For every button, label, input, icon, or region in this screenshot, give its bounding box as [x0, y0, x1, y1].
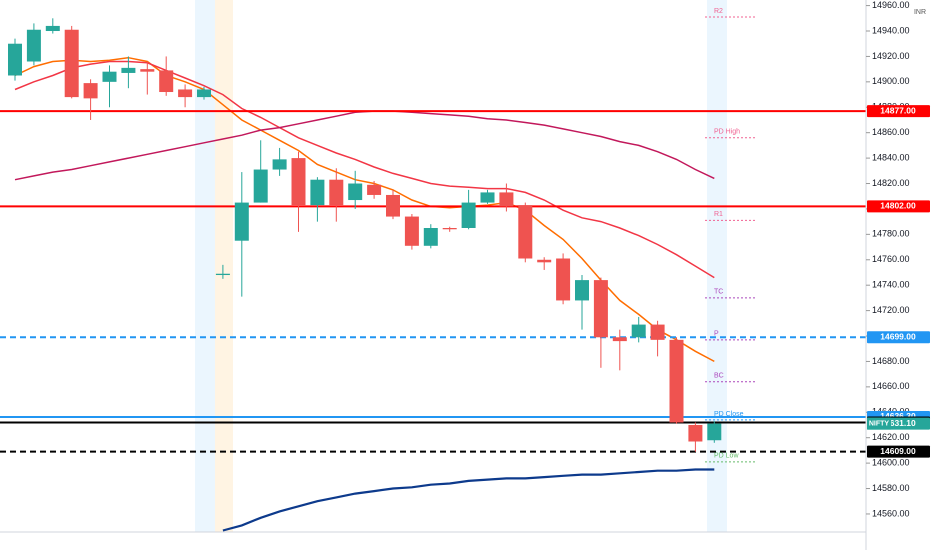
y-tick-label: 14720.00 [872, 305, 910, 315]
session-band [707, 0, 727, 532]
candle-body [272, 159, 287, 170]
candle-body [26, 29, 41, 62]
candle-body [102, 71, 117, 82]
candle-body [461, 202, 476, 228]
symbol-label: NIFTY [869, 420, 890, 427]
candle-body [140, 69, 155, 72]
y-tick-label: 14620.00 [872, 432, 910, 442]
candle-body [83, 83, 98, 99]
candle-body [631, 324, 646, 338]
y-tick-label: 14820.00 [872, 178, 910, 188]
candle-body [537, 259, 552, 263]
pivot-label: PD Low [714, 453, 739, 460]
candle-body [518, 205, 533, 259]
price-axis [866, 0, 932, 550]
session-band [215, 0, 233, 532]
symbol-tag [867, 417, 891, 430]
candle-body [234, 202, 249, 241]
y-tick-label: 14940.00 [872, 25, 910, 35]
candle-body [348, 183, 363, 201]
candle-body [121, 67, 136, 73]
candle-body [688, 424, 703, 442]
candle-body [423, 228, 438, 246]
y-tick-label: 14560.00 [872, 508, 910, 518]
candle-body [612, 337, 627, 342]
price-tag-label: 14636.30 [880, 411, 916, 421]
candle-body [386, 194, 400, 217]
y-tick-label: 14760.00 [872, 254, 910, 264]
candle-body [197, 89, 211, 98]
indicator-line [222, 468, 715, 532]
y-tick-label: 14660.00 [872, 381, 910, 391]
pivot-label: PD Close [714, 411, 744, 418]
price-tag-label: 14699.00 [880, 332, 916, 342]
candle-body [178, 89, 193, 98]
time-axis [0, 532, 866, 550]
axes: 14560.0014580.0014600.0014620.0014640.00… [866, 0, 930, 518]
candle-body [669, 339, 684, 423]
pivot-label: P [714, 331, 719, 338]
price-tag-label: 14877.00 [880, 105, 916, 115]
candle-body [480, 192, 495, 203]
candle-body [159, 70, 174, 93]
pivot-label: R2 [714, 8, 723, 15]
candle-body [329, 179, 344, 206]
candle-body [707, 423, 722, 441]
pivot-label: R1 [714, 211, 723, 218]
price-tag [867, 331, 930, 344]
candle-body [442, 228, 457, 230]
candle-body [291, 158, 306, 206]
indicator-line [14, 110, 715, 181]
candle-body [8, 43, 22, 76]
indicator-line [14, 60, 715, 279]
y-tick-label: 14900.00 [872, 76, 910, 86]
price-tag [867, 200, 930, 213]
candle-body [310, 179, 325, 206]
y-tick-label: 14920.00 [872, 51, 910, 61]
price-tag-label: 14609.00 [880, 446, 916, 456]
candle-body [575, 280, 589, 301]
y-tick-label: 14860.00 [872, 127, 910, 137]
indicator-line [14, 56, 715, 363]
candle-body [404, 216, 419, 246]
y-tick-label: 14580.00 [872, 483, 910, 493]
y-tick-label: 14740.00 [872, 280, 910, 290]
price-tag [867, 445, 930, 458]
candle-body [253, 169, 268, 203]
y-tick-label: 14960.00 [872, 0, 910, 10]
candle-body [556, 258, 571, 301]
candle-body [64, 29, 79, 98]
y-tick-label: 14600.00 [872, 457, 910, 467]
price-tag-label: 14802.00 [880, 201, 916, 211]
candle-body [45, 25, 60, 32]
y-tick-label: 14840.00 [872, 152, 910, 162]
candle-body [499, 192, 514, 207]
y-tick-label: 14780.00 [872, 229, 910, 239]
last-price-tag-label: 14631.10 [880, 418, 916, 428]
pivot-label: TC [714, 289, 723, 296]
y-tick-label: 14680.00 [872, 356, 910, 366]
candle-body [215, 273, 230, 276]
pivot-label: BC [714, 373, 724, 380]
candle-body [650, 324, 665, 340]
session-band [195, 0, 215, 532]
candle-body [593, 280, 608, 338]
candle-body [367, 184, 382, 195]
price-tag [867, 105, 930, 118]
currency: INR [914, 9, 926, 16]
pivot-label: PD High [714, 129, 740, 136]
